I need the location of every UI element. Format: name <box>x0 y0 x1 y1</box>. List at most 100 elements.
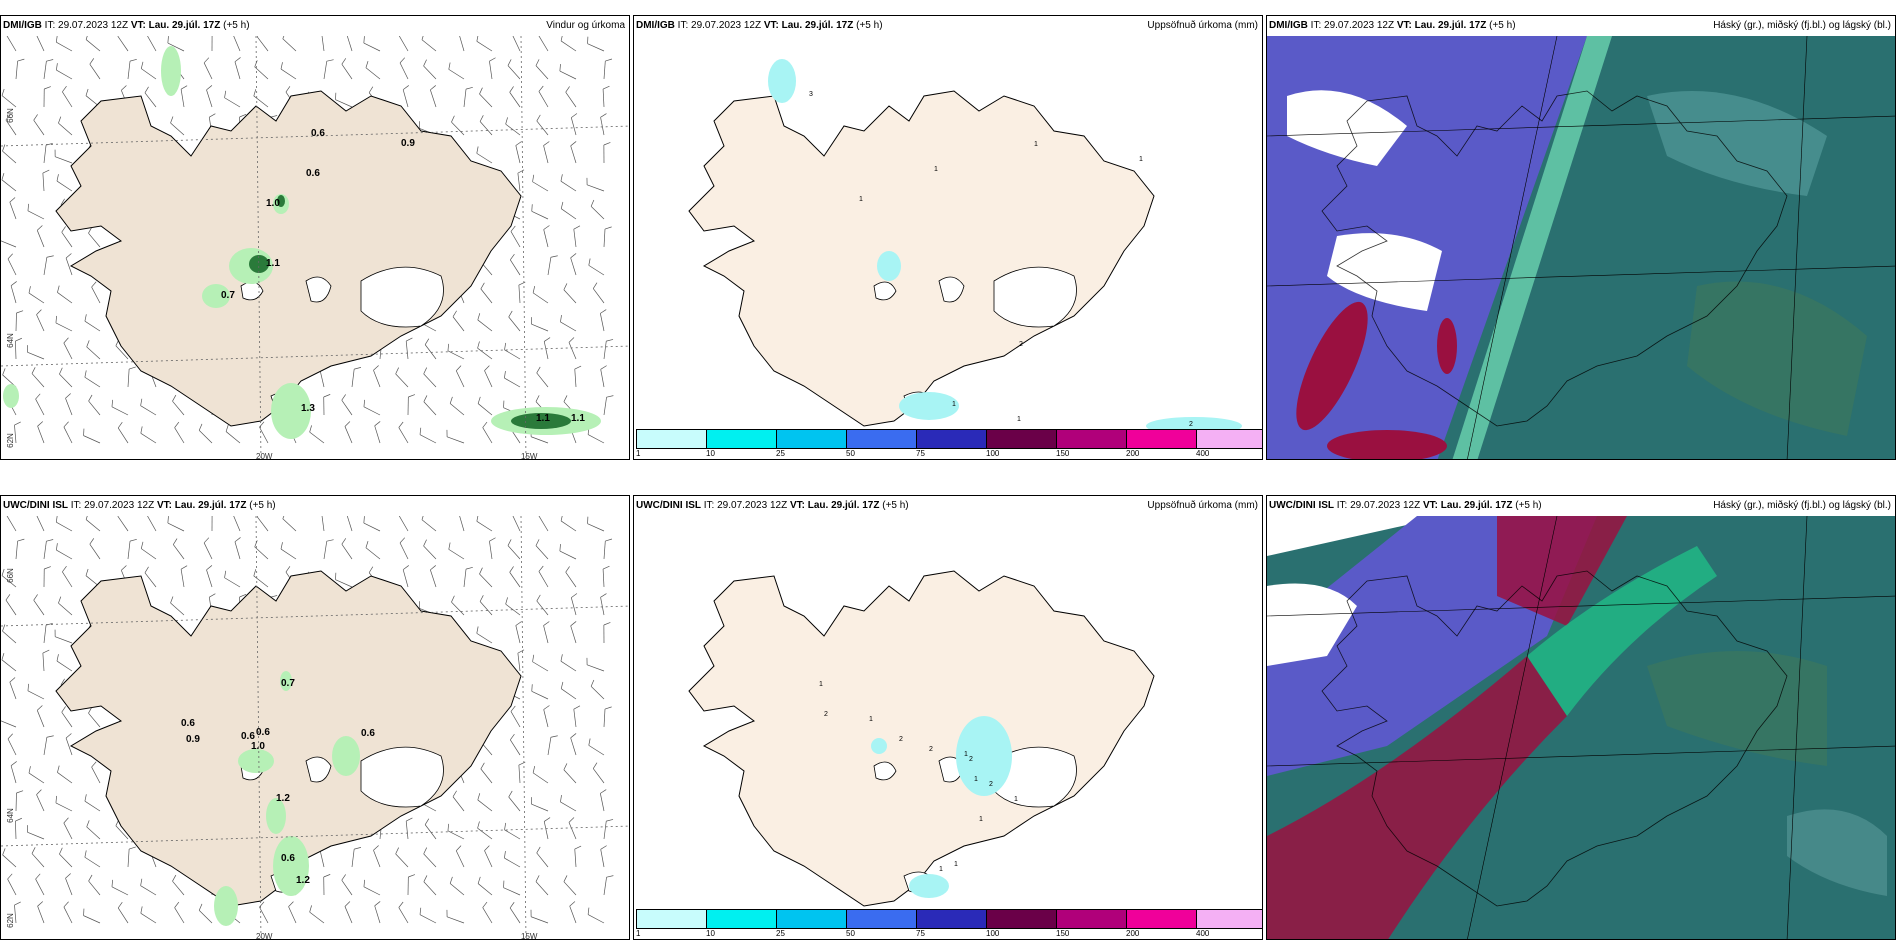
value-label: 1 <box>859 196 863 203</box>
colorbar-label: 1 <box>636 929 641 938</box>
model-name: UWC/DINI ISL <box>3 500 68 511</box>
glacier-3 <box>873 761 897 781</box>
precip-colorbar <box>636 429 1262 449</box>
precip-values: 0.6 0.9 0.6 1.0 1.1 0.7 1.3 1.1 1.1 <box>221 128 585 424</box>
lon-label-15: 15W <box>521 932 538 940</box>
value-label: 3 <box>809 91 813 98</box>
it-label: IT: <box>70 500 82 511</box>
model-name: UWC/DINI ISL <box>1269 500 1334 511</box>
lat-label-62: 62N <box>5 913 15 928</box>
vt-value: Lau. 29.júl. 17Z <box>1414 20 1487 31</box>
glacier-0 <box>305 276 332 303</box>
glacier-1 <box>993 746 1077 808</box>
value-label: 2 <box>1019 341 1023 348</box>
vt-label: VT: <box>156 500 172 511</box>
value-label: 0.6 <box>181 718 195 729</box>
vt-value: Lau. 29.júl. 17Z <box>781 20 854 31</box>
precip-colorbar <box>636 909 1262 929</box>
precip-areas <box>3 46 601 439</box>
value-label: 0.6 <box>361 728 375 739</box>
value-label: 0.9 <box>401 138 415 149</box>
value-label: 2 <box>824 711 828 718</box>
iceland-land <box>688 570 1155 907</box>
vt-label: VT: <box>763 20 779 31</box>
colorbar-cell <box>917 430 987 448</box>
colorbar-cell <box>1057 910 1127 928</box>
it-label: IT: <box>703 500 715 511</box>
colorbar-cell <box>1197 910 1262 928</box>
value-label: 1.2 <box>296 875 310 886</box>
it-value: 29.07.2023 12Z <box>84 500 155 511</box>
colorbar-label: 1 <box>636 449 641 458</box>
vt-value: Lau. 29.júl. 17Z <box>1440 500 1513 511</box>
panel-header: DMI/IGB IT: 29.07.2023 12Z VT: Lau. 29.j… <box>1267 16 1895 36</box>
cyan-precip-areas <box>871 716 1012 898</box>
graticule <box>1 36 629 459</box>
value-label: 1.0 <box>251 741 265 752</box>
it-value: 29.07.2023 12Z <box>58 20 129 31</box>
vt-label: VT: <box>789 500 805 511</box>
colorbar-cell <box>917 910 987 928</box>
panel-title: Háský (gr.), miðský (fj.bl.) og lágský (… <box>1713 20 1891 31</box>
glacier-0 <box>305 756 332 783</box>
value-label: 0.6 <box>241 731 255 742</box>
colorbar-label: 25 <box>776 929 785 938</box>
value-label: 0.6 <box>306 168 320 179</box>
value-label: 1 <box>954 861 958 868</box>
colorbar-label: 400 <box>1196 929 1210 938</box>
panel-title: Uppsöfnuð úrkoma (mm) <box>1147 20 1258 31</box>
value-label: 1.2 <box>276 793 290 804</box>
panel-clouds-dmi: DMI/IGB IT: 29.07.2023 12Z VT: Lau. 29.j… <box>1266 15 1896 460</box>
colorbar-label: 10 <box>706 929 715 938</box>
vt-label: VT: <box>130 20 146 31</box>
graticule <box>1 516 629 939</box>
colorbar-labels: 1 10 25 50 75 100 150 200 400 <box>636 449 1262 459</box>
value-label: 2 <box>969 756 973 763</box>
vt-value: Lau. 29.júl. 17Z <box>807 500 880 511</box>
value-label: 2 <box>1189 421 1193 428</box>
colorbar-cell <box>987 910 1057 928</box>
coastline-overlay <box>1267 516 1895 939</box>
value-label: 1.1 <box>571 413 585 424</box>
colorbar-label: 100 <box>986 449 1000 458</box>
vt-label: VT: <box>1422 500 1438 511</box>
colorbar-label: 100 <box>986 929 1000 938</box>
colorbar-labels: 1 10 25 50 75 100 150 200 400 <box>636 929 1262 939</box>
model-name: DMI/IGB <box>1269 20 1308 31</box>
value-label: 1 <box>979 816 983 823</box>
panel-accum-precip-dmi: DMI/IGB IT: 29.07.2023 12Z VT: Lau. 29.j… <box>633 15 1263 460</box>
panel-wind-precip-dmi: DMI/IGB IT: 29.07.2023 12Z VT: Lau. 29.j… <box>0 15 630 460</box>
colorbar-cell <box>847 430 917 448</box>
glacier-3 <box>873 281 897 301</box>
colorbar-label: 50 <box>846 449 855 458</box>
iceland-land <box>688 90 1155 427</box>
colorbar-cell <box>1127 430 1197 448</box>
offset: (+5 h) <box>856 20 883 31</box>
glacier-0 <box>938 276 965 303</box>
offset: (+5 h) <box>1515 500 1542 511</box>
colorbar-cell <box>777 910 847 928</box>
glacier-1 <box>360 266 444 328</box>
colorbar-label: 200 <box>1126 449 1140 458</box>
panel-clouds-uwc: UWC/DINI ISL IT: 29.07.2023 12Z VT: Lau.… <box>1266 495 1896 940</box>
colorbar-cell <box>1057 430 1127 448</box>
colorbar-label: 150 <box>1056 929 1070 938</box>
it-value: 29.07.2023 12Z <box>717 500 788 511</box>
value-label: 2 <box>929 746 933 753</box>
iceland-land <box>55 90 522 427</box>
panel-header: DMI/IGB IT: 29.07.2023 12Z VT: Lau. 29.j… <box>1 16 629 36</box>
it-value: 29.07.2023 12Z <box>1324 20 1395 31</box>
value-label: 2 <box>989 781 993 788</box>
value-label: 1.0 <box>266 198 280 209</box>
panel-header: UWC/DINI ISL IT: 29.07.2023 12Z VT: Lau.… <box>1 496 629 516</box>
value-label: 1 <box>974 776 978 783</box>
lon-label-20: 20W <box>256 932 273 940</box>
coastline-overlay <box>1267 36 1895 459</box>
colorbar-cell <box>637 910 707 928</box>
panel-header: UWC/DINI ISL IT: 29.07.2023 12Z VT: Lau.… <box>1267 496 1895 516</box>
panel-header: UWC/DINI ISL IT: 29.07.2023 12Z VT: Lau.… <box>634 496 1262 516</box>
panel-wind-precip-uwc: UWC/DINI ISL IT: 29.07.2023 12Z VT: Lau.… <box>0 495 630 940</box>
lat-label-66: 66N <box>5 568 15 583</box>
value-label: 1 <box>964 751 968 758</box>
